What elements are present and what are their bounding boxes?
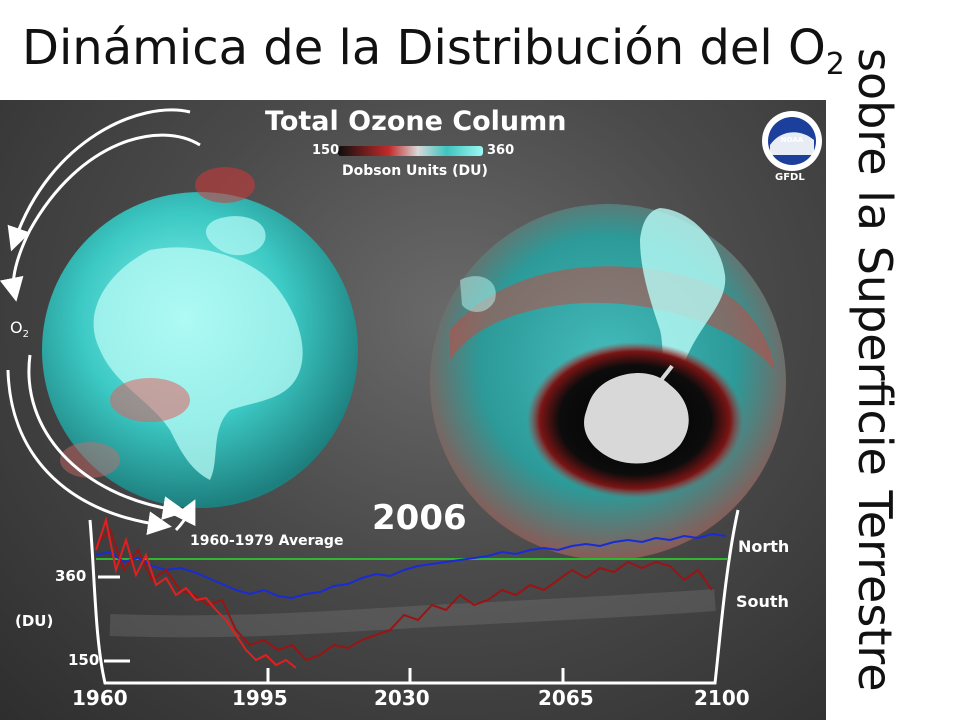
north-label: North (738, 537, 790, 556)
colorbar (338, 146, 483, 156)
x-tick-1995: 1995 (232, 686, 288, 710)
ozone-low-patch (110, 378, 190, 422)
south-series-early (95, 516, 297, 669)
slide-title-subscript: 2 (825, 47, 845, 82)
x-tick-2065: 2065 (538, 686, 594, 710)
slide-title-text: Dinámica de la Distribución del O (22, 20, 826, 76)
ozone-low-patch (60, 442, 120, 478)
north-series-line (95, 532, 727, 600)
y-tick-150: 150 (68, 651, 100, 669)
ozone-figure: NOAA Total Ozone Column 150 360 Dobson (0, 100, 826, 720)
o2-label: O2 (10, 318, 29, 340)
colorbar-units-label: Dobson Units (DU) (342, 163, 488, 179)
average-label: 1960-1979 Average (190, 533, 344, 549)
gfdl-label: GFDL (775, 172, 805, 183)
timeseries-frame (88, 509, 740, 685)
antarctic-peninsula (653, 364, 674, 391)
year-label: 2006 (372, 498, 467, 538)
circulation-arrow (7, 108, 191, 252)
y-axis-label: (DU) (15, 612, 54, 630)
north-america-landmass (93, 247, 303, 480)
circulation-arrow (6, 369, 172, 536)
figure-heading: Total Ozone Column (265, 106, 567, 137)
x-tick-1960: 1960 (72, 686, 128, 710)
y-tick-360: 360 (55, 567, 87, 585)
o2-text: O (10, 318, 23, 337)
slide-title: Dinámica de la Distribución del O2 (22, 8, 845, 88)
south-globe (430, 204, 786, 560)
colorbar-min-label: 150 (312, 143, 340, 158)
greenland-landmass (205, 216, 266, 256)
noaa-logo-icon: NOAA (762, 111, 822, 171)
x-tick-2100: 2100 (694, 686, 750, 710)
side-title: sobre la Superficie Terrestre (848, 40, 912, 720)
x-tick-2030: 2030 (374, 686, 430, 710)
africa-landmass (460, 276, 496, 312)
ozone-figure-graphics: NOAA (0, 108, 822, 685)
colorbar-max-label: 360 (487, 143, 515, 158)
o2-subscript: 2 (22, 329, 29, 341)
side-title-text: sobre la Superficie Terrestre (848, 48, 902, 692)
ozone-low-patch (195, 167, 255, 203)
circulation-arrow (27, 354, 187, 520)
south-label: South (736, 592, 789, 611)
circulation-arrows (0, 108, 201, 536)
south-series-line (95, 528, 713, 662)
ozone-shadow (109, 589, 716, 638)
circulation-arrow (0, 133, 201, 302)
noaa-logo-text: NOAA (781, 136, 804, 144)
north-globe (42, 167, 358, 508)
antarctica-landmass (584, 373, 689, 464)
circulation-arrow (173, 499, 196, 532)
south-america-landmass (640, 208, 726, 400)
